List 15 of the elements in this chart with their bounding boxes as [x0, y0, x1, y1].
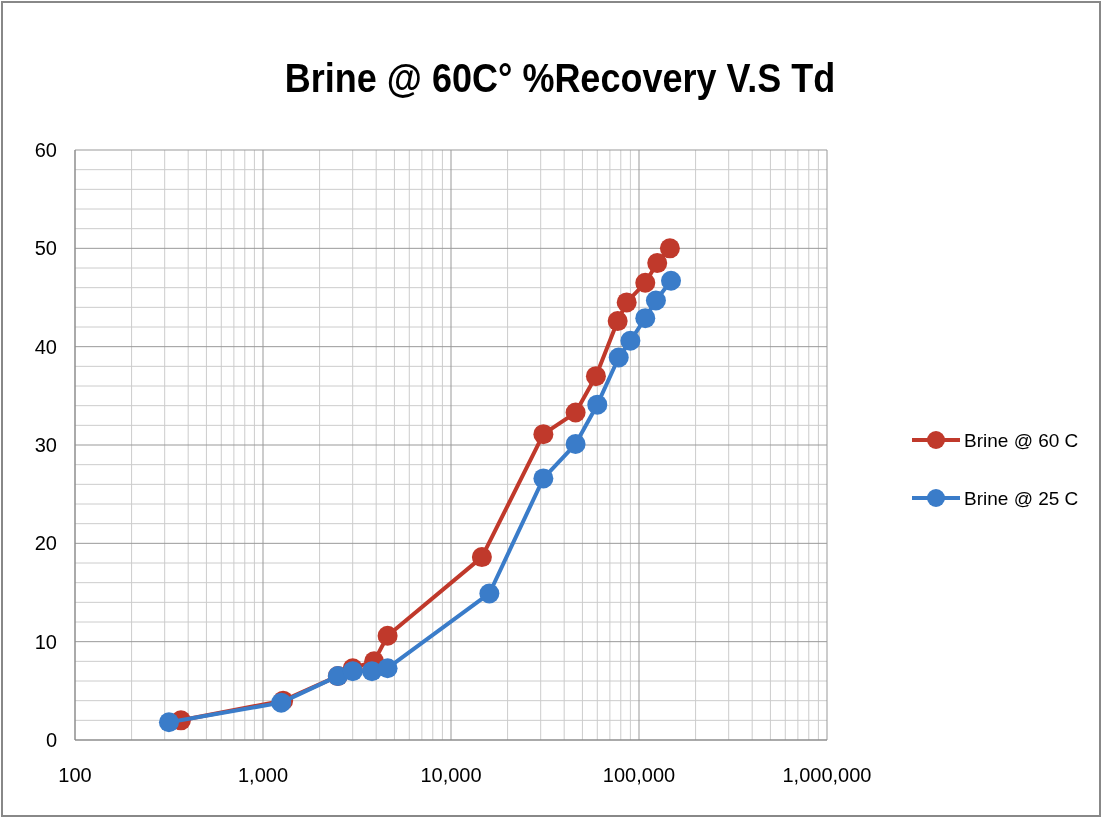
y-tick-label: 30: [34, 434, 57, 456]
chart-title: Brine @ 60C° %Recovery V.S Td: [284, 56, 836, 101]
x-tick-label: 1,000: [237, 764, 289, 786]
y-tick-label: 20: [34, 532, 57, 555]
x-tick-label: 100: [58, 764, 92, 786]
y-tick-label: 0: [45, 729, 57, 751]
legend-label: Brine @ 25 C: [964, 488, 1079, 509]
y-tick-label: 10: [34, 630, 57, 653]
y-tick-label: 60: [34, 139, 57, 161]
x-tick-label: 10,000: [420, 764, 482, 786]
y-tick-label: 50: [34, 237, 57, 260]
y-tick-label: 40: [34, 335, 57, 358]
x-tick-label: 100,000: [602, 764, 676, 786]
x-tick-label: 1,000,000: [782, 764, 872, 786]
legend-label: Brine @ 60 C: [964, 430, 1079, 451]
